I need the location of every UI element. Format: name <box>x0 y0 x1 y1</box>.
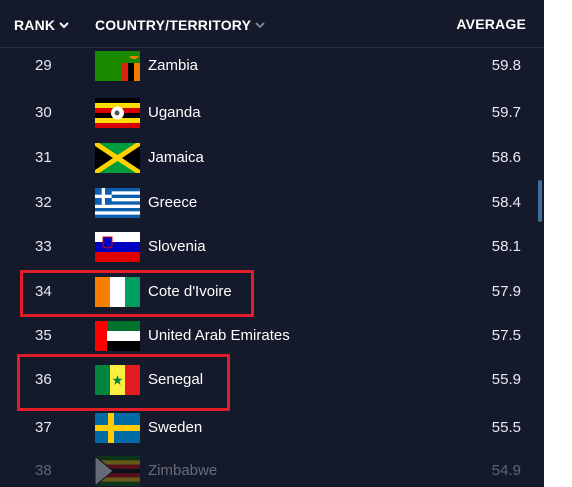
senegal-flag-icon <box>95 365 140 395</box>
country-sort-button[interactable]: COUNTRY/TERRITORY <box>95 16 265 33</box>
country-cell: Jamaica <box>148 149 204 166</box>
country-cell: Uganda <box>148 104 201 121</box>
rank-cell: 32 <box>35 194 52 211</box>
country-cell: Senegal <box>148 371 204 388</box>
country-cell: Zimbabwe <box>148 462 218 479</box>
rank-cell: 31 <box>35 149 52 166</box>
average-cell: 55.5 <box>491 419 521 436</box>
cote-divoire-flag-icon <box>95 277 140 307</box>
table-row[interactable]: 29 Zambia 59.8 <box>0 44 544 88</box>
table-row[interactable]: 37 Sweden 55.5 <box>0 406 544 450</box>
rank-cell: 29 <box>35 57 52 74</box>
table-row[interactable]: 33 Slovenia 58.1 <box>0 225 544 269</box>
country-cell: Greece <box>148 194 198 211</box>
uganda-flag-icon <box>95 98 140 128</box>
country-cell: Cote d'Ivoire <box>148 283 232 300</box>
average-cell: 59.8 <box>491 57 521 74</box>
highlight-box-senegal <box>17 354 230 411</box>
rank-cell: 30 <box>35 104 52 121</box>
average-cell: 58.6 <box>491 149 521 166</box>
rank-cell: 34 <box>35 283 52 300</box>
ranking-table: RANK COUNTRY/TERRITORY AVERAGE 29 Zambia… <box>0 0 544 487</box>
average-cell: 55.9 <box>491 371 521 388</box>
rank-header-label: RANK <box>14 17 56 33</box>
rank-cell: 33 <box>35 238 52 255</box>
country-cell: Zambia <box>148 57 199 74</box>
table-header: RANK COUNTRY/TERRITORY AVERAGE <box>0 0 544 48</box>
chevron-down-icon <box>255 16 265 32</box>
greece-flag-icon <box>95 188 140 218</box>
zambia-flag-icon <box>95 51 140 81</box>
sweden-flag-icon <box>95 413 140 443</box>
table-row[interactable]: 34 Cote d'Ivoire 57.9 <box>0 270 544 314</box>
jamaica-flag-icon <box>95 143 140 173</box>
average-header-label: AVERAGE <box>456 16 526 32</box>
rank-cell: 36 <box>35 371 52 388</box>
country-header-label: COUNTRY/TERRITORY <box>95 17 252 33</box>
rank-cell: 38 <box>35 462 52 479</box>
chevron-down-icon <box>59 16 69 32</box>
rank-sort-button[interactable]: RANK <box>14 16 69 33</box>
table-row[interactable]: 36 Senegal 55.9 <box>0 358 544 402</box>
average-cell: 57.9 <box>491 283 521 300</box>
scrollbar-thumb[interactable] <box>538 180 542 222</box>
average-cell: 58.1 <box>491 238 521 255</box>
average-cell: 54.9 <box>491 462 521 479</box>
average-cell: 57.5 <box>491 327 521 344</box>
table-row[interactable]: 30 Uganda 59.7 <box>0 91 544 135</box>
average-cell: 58.4 <box>491 194 521 211</box>
average-sort-button[interactable]: AVERAGE <box>456 16 526 32</box>
zimbabwe-flag-icon <box>94 454 140 487</box>
country-cell: United Arab Emirates <box>148 327 290 344</box>
rank-cell: 37 <box>35 419 52 436</box>
average-cell: 59.7 <box>491 104 521 121</box>
country-cell: Slovenia <box>148 238 206 255</box>
country-cell: Sweden <box>148 419 203 436</box>
rank-cell: 35 <box>35 327 52 344</box>
table-row[interactable]: 32 Greece 58.4 <box>0 181 544 225</box>
table-row[interactable]: 35 United Arab Emirates 57.5 <box>0 314 544 358</box>
highlight-box-cote-divoire <box>20 270 254 317</box>
table-row[interactable]: 38 Zimbabwe 54.9 <box>0 449 544 487</box>
table-row[interactable]: 31 Jamaica 58.6 <box>0 136 544 180</box>
uae-flag-icon <box>95 321 140 351</box>
slovenia-flag-icon <box>95 232 140 262</box>
